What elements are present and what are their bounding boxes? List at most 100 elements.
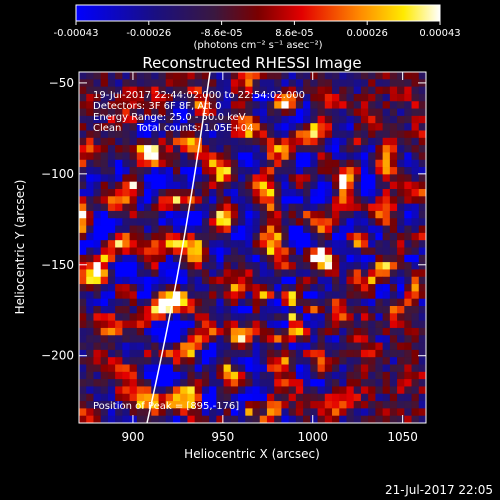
heatmap-cell — [129, 364, 138, 373]
heatmap-cell — [324, 218, 333, 226]
heatmap-cell — [107, 342, 116, 351]
heatmap-cell — [317, 335, 326, 343]
heatmap-cell — [187, 86, 196, 95]
heatmap-cell — [180, 327, 188, 336]
heatmap-cell — [252, 298, 261, 307]
heatmap-cell — [144, 306, 152, 314]
heatmap-cell — [252, 72, 261, 80]
heatmap-cell — [100, 115, 109, 124]
heatmap-cell — [389, 174, 398, 183]
heatmap-cell — [238, 145, 246, 153]
heatmap-cell — [158, 247, 167, 256]
heatmap-cell — [375, 379, 384, 387]
heatmap-cell — [136, 335, 145, 343]
heatmap-cell — [86, 240, 94, 248]
heatmap-cell — [281, 320, 290, 329]
heatmap-cell — [144, 313, 152, 322]
heatmap-cell — [411, 291, 420, 300]
heatmap-cell — [187, 349, 196, 358]
heatmap-cell — [346, 357, 355, 365]
heatmap-cell — [151, 79, 159, 88]
heatmap-cell — [368, 393, 376, 402]
heatmap-cell — [144, 145, 152, 153]
heatmap-cell — [252, 393, 261, 402]
heatmap-cell — [389, 225, 398, 234]
heatmap-cell — [389, 393, 398, 402]
heatmap-cell — [353, 115, 362, 124]
heatmap-cell — [317, 349, 326, 358]
heatmap-cell — [115, 357, 123, 365]
heatmap-cell — [281, 386, 290, 395]
heatmap-cell — [360, 254, 369, 263]
heatmap-cell — [397, 232, 405, 241]
heatmap-cell — [216, 386, 224, 395]
heatmap-cell — [216, 210, 224, 219]
heatmap-cell — [136, 320, 145, 329]
heatmap-cell — [346, 349, 355, 358]
heatmap-cell — [93, 72, 102, 80]
heatmap-cell — [238, 393, 246, 402]
heatmap-cell — [295, 327, 304, 336]
heatmap-cell — [404, 86, 412, 95]
heatmap-cell — [115, 101, 123, 109]
heatmap-cell — [100, 130, 109, 139]
heatmap-cell — [209, 335, 217, 343]
heatmap-cell — [397, 181, 405, 190]
heatmap-cell — [158, 371, 167, 380]
heatmap-cell — [79, 174, 87, 183]
heatmap-cell — [389, 313, 398, 322]
heatmap-cell — [382, 86, 391, 95]
heatmap-cell — [245, 284, 253, 292]
heatmap-cell — [332, 298, 340, 307]
heatmap-cell — [295, 189, 304, 197]
heatmap-cell — [389, 101, 398, 109]
heatmap-cell — [158, 181, 167, 190]
heatmap-cell — [259, 342, 268, 351]
heatmap-cell — [375, 210, 384, 219]
heatmap-cell — [238, 291, 246, 300]
heatmap-cell — [339, 298, 347, 307]
heatmap-cell — [310, 145, 318, 153]
heatmap-cell — [107, 393, 116, 402]
heatmap-cell — [281, 108, 290, 117]
heatmap-cell — [230, 86, 239, 95]
heatmap-cell — [172, 152, 181, 161]
heatmap-cell — [389, 145, 398, 153]
heatmap-cell — [230, 386, 239, 395]
heatmap-cell — [397, 379, 405, 387]
heatmap-cell — [93, 247, 102, 256]
heatmap-cell — [79, 284, 87, 292]
heatmap-cell — [353, 196, 362, 205]
heatmap-cell — [389, 371, 398, 380]
heatmap-cell — [136, 306, 145, 314]
heatmap-cell — [180, 357, 188, 365]
heatmap-cell — [100, 276, 109, 285]
heatmap-cell — [107, 313, 116, 322]
heatmap-cell — [209, 130, 217, 139]
heatmap-cell — [216, 167, 224, 175]
heatmap-cell — [353, 130, 362, 139]
heatmap-cell — [382, 379, 391, 387]
heatmap-cell — [86, 379, 94, 387]
heatmap-cell — [332, 240, 340, 248]
heatmap-cell — [324, 93, 333, 102]
heatmap-cell — [129, 393, 138, 402]
heatmap-cell — [158, 313, 167, 322]
heatmap-cell — [360, 152, 369, 161]
heatmap-cell — [346, 152, 355, 161]
heatmap-cell — [310, 247, 318, 256]
heatmap-cell — [209, 101, 217, 109]
heatmap-cell — [281, 101, 290, 109]
heatmap-cell — [295, 335, 304, 343]
heatmap-cell — [339, 291, 347, 300]
heatmap-cell — [172, 86, 181, 95]
heatmap-cell — [86, 364, 94, 373]
heatmap-cell — [397, 72, 405, 80]
heatmap-cell — [317, 189, 326, 197]
heatmap-cell — [382, 335, 391, 343]
heatmap-cell — [360, 335, 369, 343]
heatmap-cell — [194, 298, 203, 307]
heatmap-cell — [165, 386, 174, 395]
heatmap-cell — [107, 101, 116, 109]
heatmap-cell — [144, 101, 152, 109]
